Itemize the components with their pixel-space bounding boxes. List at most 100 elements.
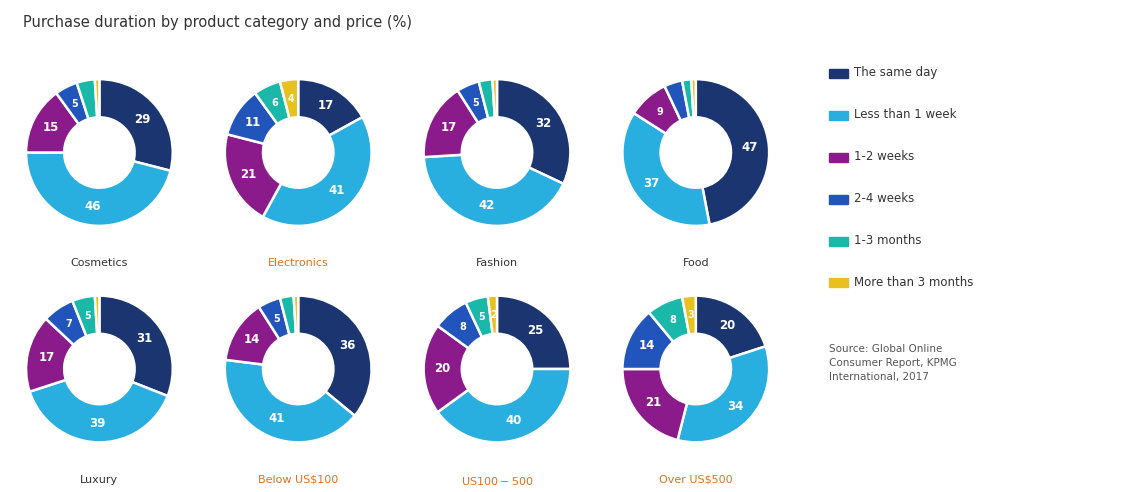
Wedge shape <box>227 93 277 144</box>
Wedge shape <box>94 296 100 334</box>
Text: US$100-$500: US$100-$500 <box>461 475 533 487</box>
Text: 20: 20 <box>719 319 736 332</box>
Wedge shape <box>695 296 766 358</box>
Text: Source: Global Online
Consumer Report, KPMG
International, 2017: Source: Global Online Consumer Report, K… <box>829 344 957 382</box>
Text: 6: 6 <box>272 98 278 108</box>
Text: 2-4 weeks: 2-4 weeks <box>854 192 914 205</box>
Text: 5: 5 <box>274 314 279 324</box>
Wedge shape <box>30 380 168 442</box>
Wedge shape <box>466 296 493 337</box>
Wedge shape <box>57 83 89 124</box>
Wedge shape <box>45 301 86 345</box>
Text: 40: 40 <box>506 414 521 427</box>
Text: 5: 5 <box>478 312 485 322</box>
Text: 41: 41 <box>268 412 285 425</box>
Wedge shape <box>623 369 687 440</box>
Text: 39: 39 <box>90 417 106 430</box>
Text: Food: Food <box>683 258 709 268</box>
Wedge shape <box>298 296 371 416</box>
Wedge shape <box>665 81 690 121</box>
Text: Below US$100: Below US$100 <box>258 475 339 485</box>
Wedge shape <box>682 79 694 118</box>
Text: 3: 3 <box>687 310 694 320</box>
Wedge shape <box>496 79 570 184</box>
Text: Fashion: Fashion <box>476 258 518 268</box>
Wedge shape <box>225 134 282 217</box>
Wedge shape <box>293 296 298 334</box>
Text: Cosmetics: Cosmetics <box>70 258 128 268</box>
Text: 17: 17 <box>39 351 55 364</box>
Wedge shape <box>26 319 74 392</box>
Text: 36: 36 <box>340 339 356 352</box>
Text: 41: 41 <box>328 184 345 197</box>
Text: 8: 8 <box>459 322 466 332</box>
Text: 1-2 weeks: 1-2 weeks <box>854 150 914 163</box>
Wedge shape <box>623 312 674 369</box>
Text: 31: 31 <box>136 332 152 345</box>
Text: 20: 20 <box>435 363 451 375</box>
Wedge shape <box>437 369 570 442</box>
Wedge shape <box>496 296 570 369</box>
Wedge shape <box>26 153 170 226</box>
Text: 17: 17 <box>318 99 334 112</box>
Text: 17: 17 <box>441 122 457 134</box>
Text: 8: 8 <box>669 315 676 325</box>
Wedge shape <box>262 117 371 226</box>
Wedge shape <box>677 346 769 442</box>
Wedge shape <box>437 303 482 348</box>
Wedge shape <box>478 79 495 119</box>
Text: 5: 5 <box>473 98 478 108</box>
Wedge shape <box>695 79 769 224</box>
Text: 47: 47 <box>742 141 758 154</box>
Text: 32: 32 <box>535 117 551 130</box>
Wedge shape <box>279 296 296 335</box>
Wedge shape <box>279 79 299 119</box>
Wedge shape <box>256 82 290 124</box>
Text: 21: 21 <box>240 168 257 181</box>
Wedge shape <box>623 113 710 226</box>
Text: 42: 42 <box>478 199 495 213</box>
Text: 5: 5 <box>84 311 91 321</box>
Text: Electronics: Electronics <box>268 258 328 268</box>
Wedge shape <box>73 296 98 336</box>
Text: 37: 37 <box>643 177 659 189</box>
Text: More than 3 months: More than 3 months <box>854 276 974 288</box>
Text: Less than 1 week: Less than 1 week <box>854 108 957 121</box>
Text: 15: 15 <box>43 122 59 134</box>
Wedge shape <box>94 79 100 118</box>
Text: 25: 25 <box>527 324 544 337</box>
Wedge shape <box>298 79 362 136</box>
Wedge shape <box>691 79 696 118</box>
Wedge shape <box>487 296 498 334</box>
Wedge shape <box>259 298 290 339</box>
Wedge shape <box>649 297 690 342</box>
Text: 1-3 months: 1-3 months <box>854 234 921 246</box>
Wedge shape <box>26 93 78 153</box>
Wedge shape <box>458 82 488 123</box>
Wedge shape <box>225 307 279 365</box>
Wedge shape <box>424 326 468 412</box>
Text: 34: 34 <box>727 400 744 413</box>
Wedge shape <box>424 154 563 226</box>
Wedge shape <box>99 79 173 171</box>
Text: Over US$500: Over US$500 <box>659 475 733 485</box>
Text: 14: 14 <box>244 334 260 346</box>
Wedge shape <box>99 296 173 396</box>
Text: 14: 14 <box>638 339 654 352</box>
Text: The same day: The same day <box>854 66 937 79</box>
Text: Luxury: Luxury <box>81 475 118 485</box>
Wedge shape <box>225 360 354 442</box>
Text: 46: 46 <box>84 200 101 213</box>
Wedge shape <box>634 86 680 134</box>
Wedge shape <box>77 79 98 119</box>
Text: 2: 2 <box>491 310 496 320</box>
Text: 21: 21 <box>645 396 661 409</box>
Text: 11: 11 <box>245 116 261 128</box>
Text: 5: 5 <box>72 99 78 109</box>
Wedge shape <box>492 79 496 118</box>
Text: 29: 29 <box>134 113 150 126</box>
Wedge shape <box>424 91 478 157</box>
Text: 7: 7 <box>66 319 73 329</box>
Wedge shape <box>682 296 695 335</box>
Text: 4: 4 <box>289 93 294 104</box>
